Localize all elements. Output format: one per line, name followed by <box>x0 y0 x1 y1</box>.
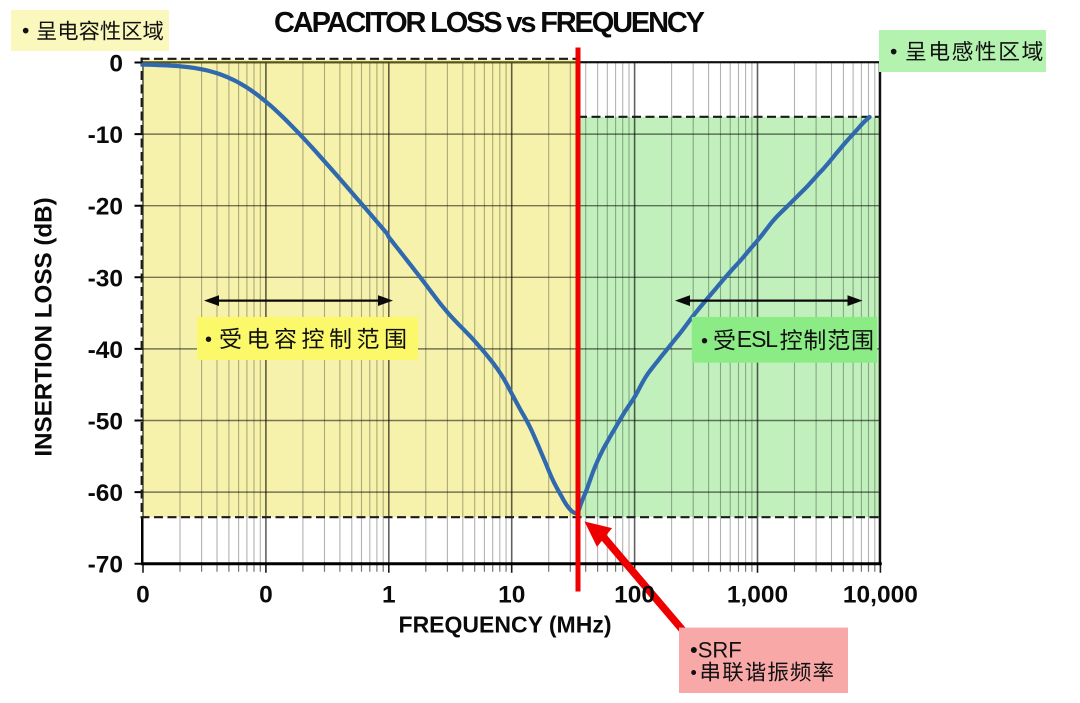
svg-text:•: • <box>22 20 29 43</box>
svg-text:•SRF: •SRF <box>690 638 742 663</box>
svg-text:-30: -30 <box>88 265 123 292</box>
svg-text:0: 0 <box>109 51 123 78</box>
svg-text:0: 0 <box>136 582 150 609</box>
svg-text:10,000: 10,000 <box>843 582 918 609</box>
svg-text:FREQUENCY (MHz): FREQUENCY (MHz) <box>399 612 612 638</box>
svg-text:•: • <box>890 40 897 63</box>
svg-text:E: E <box>737 326 752 352</box>
svg-text:-10: -10 <box>88 122 123 149</box>
svg-text:100: 100 <box>614 582 655 609</box>
svg-text:-20: -20 <box>88 194 123 221</box>
svg-text:INSERTION LOSS (dB): INSERTION LOSS (dB) <box>31 197 58 456</box>
svg-text:1,000: 1,000 <box>727 582 788 609</box>
svg-text:-50: -50 <box>88 409 123 436</box>
svg-text:•: • <box>691 663 697 683</box>
svg-text:-70: -70 <box>88 552 123 579</box>
svg-text:10: 10 <box>498 582 525 609</box>
svg-text:-40: -40 <box>88 337 123 364</box>
svg-text:0: 0 <box>259 582 273 609</box>
svg-text:•: • <box>205 329 212 351</box>
svg-text:L: L <box>765 326 778 352</box>
svg-text:•: • <box>701 331 708 353</box>
svg-text:S: S <box>751 326 766 352</box>
svg-text:CAPACITOR LOSS vs FREQUENCY: CAPACITOR LOSS vs FREQUENCY <box>274 7 705 39</box>
svg-text:-60: -60 <box>88 480 123 507</box>
svg-text:1: 1 <box>382 582 396 609</box>
